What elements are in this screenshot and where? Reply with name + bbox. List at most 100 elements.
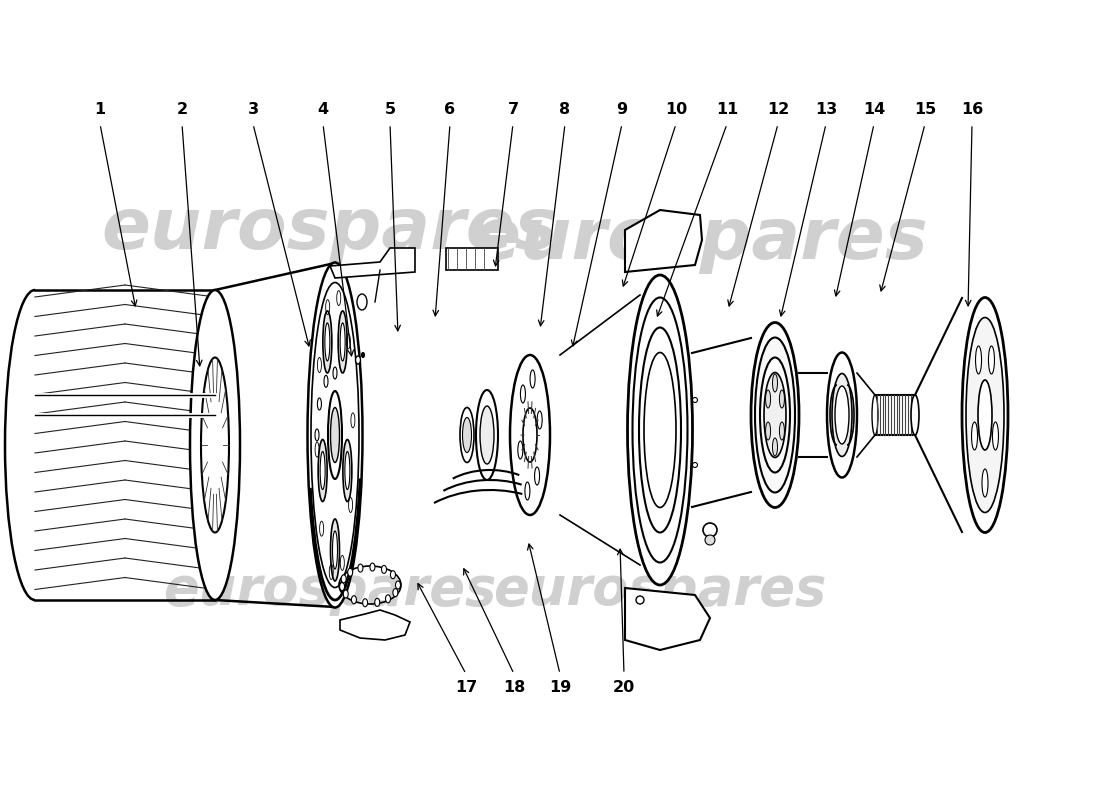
Ellipse shape — [780, 422, 784, 440]
Ellipse shape — [332, 531, 338, 569]
Ellipse shape — [462, 418, 472, 453]
Ellipse shape — [330, 519, 340, 581]
Ellipse shape — [190, 290, 240, 600]
Ellipse shape — [333, 367, 337, 379]
Text: eurospares: eurospares — [163, 564, 497, 616]
Text: 3: 3 — [248, 102, 258, 118]
Ellipse shape — [393, 589, 398, 597]
Ellipse shape — [537, 411, 542, 429]
Ellipse shape — [976, 346, 981, 374]
Ellipse shape — [872, 395, 878, 435]
Polygon shape — [625, 210, 702, 272]
Ellipse shape — [341, 575, 346, 583]
Ellipse shape — [535, 467, 540, 485]
Ellipse shape — [518, 441, 522, 459]
Ellipse shape — [324, 375, 328, 387]
Text: 1: 1 — [95, 102, 106, 118]
Ellipse shape — [703, 523, 717, 537]
Ellipse shape — [780, 390, 784, 408]
Ellipse shape — [764, 373, 786, 458]
Ellipse shape — [766, 390, 771, 408]
Ellipse shape — [382, 566, 386, 574]
Text: 18: 18 — [503, 681, 525, 695]
Ellipse shape — [396, 581, 400, 589]
Ellipse shape — [308, 262, 363, 607]
Text: 11: 11 — [716, 102, 738, 118]
Ellipse shape — [751, 322, 799, 507]
Text: 9: 9 — [616, 102, 628, 118]
Text: 7: 7 — [507, 102, 518, 118]
Ellipse shape — [755, 338, 795, 493]
Ellipse shape — [345, 451, 350, 490]
Text: 4: 4 — [318, 102, 329, 118]
Ellipse shape — [340, 323, 345, 361]
Ellipse shape — [318, 439, 327, 502]
Ellipse shape — [328, 391, 342, 479]
Ellipse shape — [766, 422, 771, 440]
Ellipse shape — [912, 395, 918, 435]
Bar — [874, 395, 915, 435]
Ellipse shape — [705, 535, 715, 545]
Ellipse shape — [632, 298, 688, 562]
Ellipse shape — [460, 407, 474, 462]
Ellipse shape — [760, 358, 790, 473]
Ellipse shape — [315, 429, 319, 441]
Polygon shape — [625, 588, 710, 650]
Ellipse shape — [639, 327, 681, 533]
Ellipse shape — [522, 408, 537, 462]
Text: 6: 6 — [444, 102, 455, 118]
Ellipse shape — [390, 570, 395, 578]
Ellipse shape — [510, 355, 550, 515]
Ellipse shape — [358, 564, 363, 572]
Ellipse shape — [324, 323, 330, 361]
Ellipse shape — [320, 451, 326, 490]
Ellipse shape — [358, 294, 367, 310]
Polygon shape — [330, 248, 415, 278]
Ellipse shape — [6, 290, 65, 600]
Text: 13: 13 — [815, 102, 837, 118]
Ellipse shape — [520, 385, 526, 403]
Ellipse shape — [338, 311, 348, 373]
Text: 16: 16 — [961, 102, 983, 118]
Ellipse shape — [966, 318, 1004, 513]
Text: 14: 14 — [862, 102, 886, 118]
Ellipse shape — [348, 568, 353, 576]
Text: 19: 19 — [549, 681, 571, 695]
Text: eurospares: eurospares — [472, 206, 928, 274]
Ellipse shape — [978, 380, 992, 450]
Ellipse shape — [385, 594, 390, 602]
Text: 8: 8 — [560, 102, 571, 118]
Ellipse shape — [525, 482, 530, 500]
Ellipse shape — [201, 358, 229, 533]
Ellipse shape — [323, 311, 332, 373]
Ellipse shape — [363, 598, 367, 606]
Ellipse shape — [982, 469, 988, 497]
Ellipse shape — [343, 590, 349, 598]
Text: 2: 2 — [176, 102, 188, 118]
Ellipse shape — [644, 353, 676, 507]
Text: eurospares: eurospares — [493, 564, 827, 616]
Ellipse shape — [772, 438, 778, 456]
Ellipse shape — [375, 598, 379, 606]
Ellipse shape — [476, 390, 498, 480]
Text: eurospares: eurospares — [101, 195, 559, 265]
Ellipse shape — [636, 596, 644, 604]
Ellipse shape — [962, 298, 1008, 533]
Ellipse shape — [355, 356, 361, 364]
Ellipse shape — [370, 563, 375, 571]
Text: 12: 12 — [767, 102, 789, 118]
Text: 15: 15 — [914, 102, 936, 118]
Text: 10: 10 — [664, 102, 688, 118]
Ellipse shape — [772, 374, 778, 392]
Ellipse shape — [351, 596, 356, 604]
Text: 17: 17 — [455, 681, 477, 695]
Bar — [446, 248, 498, 270]
Ellipse shape — [627, 275, 693, 585]
Ellipse shape — [911, 395, 918, 435]
Ellipse shape — [311, 282, 359, 587]
Polygon shape — [340, 610, 410, 640]
Ellipse shape — [827, 353, 857, 478]
Text: 20: 20 — [613, 681, 635, 695]
Ellipse shape — [989, 346, 994, 374]
Text: 5: 5 — [384, 102, 396, 118]
